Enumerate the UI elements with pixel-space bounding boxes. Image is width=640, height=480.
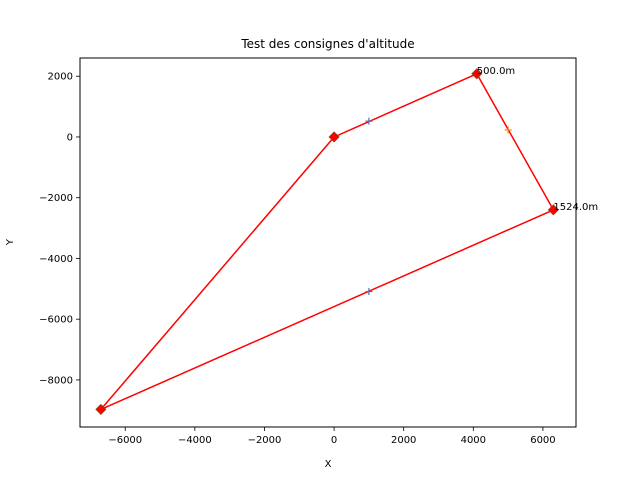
y-tick-label: 2000	[48, 72, 73, 83]
x-tick-label: 2000	[391, 435, 416, 446]
y-tick-label: −8000	[39, 375, 73, 386]
y-tick-label: −6000	[39, 315, 73, 326]
y-tick-label: −2000	[39, 193, 73, 204]
x-tick-label: 0	[331, 435, 337, 446]
x-tick-label: 4000	[461, 435, 486, 446]
cross-marker	[504, 126, 512, 134]
altitude-annotation: 500.0m	[477, 66, 515, 77]
waypoint-marker	[95, 403, 107, 415]
cross-marker	[365, 117, 373, 125]
marker-layer	[95, 68, 559, 415]
y-axis-title: Y	[5, 238, 16, 246]
waypoint-marker	[471, 68, 483, 80]
chart-title: Test des consignes d'altitude	[240, 37, 414, 51]
x-tick-label: −6000	[108, 435, 142, 446]
cross-marker	[365, 288, 373, 296]
x-tick-label: 6000	[530, 435, 555, 446]
y-axis-ticks: −8000 −6000 −4000 −2000 0 2000	[39, 72, 80, 386]
y-tick-label: −4000	[39, 254, 73, 265]
axes-frame	[79, 57, 577, 428]
y-tick-label: 0	[67, 132, 73, 143]
x-axis-ticks: −6000 −4000 −2000 0 2000 4000 6000	[108, 427, 556, 446]
x-axis-title: X	[325, 459, 332, 470]
x-tick-label: −4000	[178, 435, 212, 446]
x-tick-label: −2000	[248, 435, 282, 446]
waypoint-marker	[547, 204, 559, 216]
waypoint-marker	[328, 131, 340, 143]
